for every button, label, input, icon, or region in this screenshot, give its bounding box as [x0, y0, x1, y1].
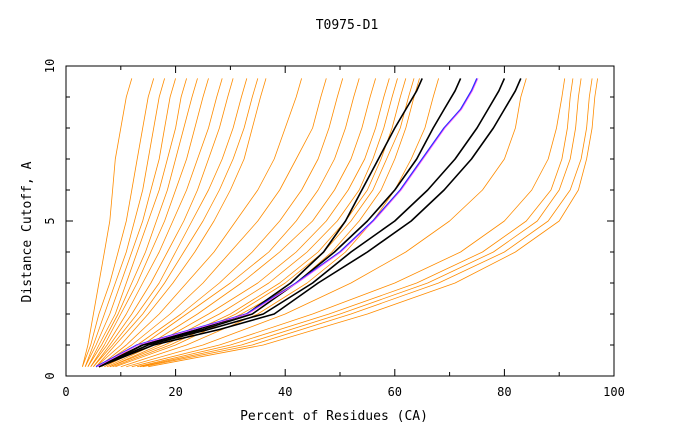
- series-line-orange: [98, 78, 302, 368]
- series-line-highlight: [98, 78, 522, 368]
- series-line-orange: [93, 78, 248, 367]
- series-line-orange: [131, 78, 566, 368]
- series-line-orange: [95, 78, 259, 367]
- y-tick-label: 5: [43, 217, 57, 224]
- series-line-orange: [104, 78, 376, 368]
- series-line-orange: [106, 78, 390, 368]
- series-line-highlight: [98, 78, 506, 368]
- x-tick-label: 40: [278, 385, 292, 399]
- series-line-orange: [82, 78, 155, 367]
- x-tick-label: 0: [62, 385, 69, 399]
- series-line-orange: [139, 78, 582, 368]
- series-line-highlight: [98, 78, 462, 368]
- series-line-highlight: [98, 78, 423, 368]
- series-line-orange: [93, 78, 234, 367]
- y-axis-label: Distance Cutoff, A: [20, 161, 35, 302]
- chart-title: T0975-D1: [316, 18, 379, 33]
- series-line-orange: [87, 78, 198, 367]
- series-line-orange: [109, 78, 407, 368]
- series-line-orange: [120, 78, 439, 368]
- series-line-orange: [148, 78, 598, 368]
- series-line-orange: [82, 78, 133, 367]
- y-tick-label: 10: [43, 59, 57, 73]
- x-axis-label: Percent of Residues (CA): [240, 409, 428, 424]
- series-line-orange: [84, 78, 165, 367]
- series-line-orange: [90, 78, 223, 367]
- series-line-orange: [137, 78, 574, 368]
- series-line-orange: [109, 78, 398, 368]
- x-tick-label: 80: [497, 385, 511, 399]
- series-line-orange: [90, 78, 209, 367]
- series-line-orange: [104, 78, 360, 368]
- series-line-orange: [87, 78, 187, 367]
- series-line-orange: [126, 78, 527, 368]
- series-line-orange: [98, 78, 327, 368]
- series-layer: [82, 78, 598, 368]
- series-line-orange: [142, 78, 593, 368]
- x-tick-label: 20: [168, 385, 182, 399]
- series-line-orange: [84, 78, 176, 367]
- x-tick-label: 100: [603, 385, 625, 399]
- x-tick-label: 60: [388, 385, 402, 399]
- y-tick-label: 0: [43, 372, 57, 379]
- series-line-reference-overlay: [96, 78, 479, 368]
- series-line-reference: [95, 78, 478, 368]
- series-line-orange: [95, 78, 267, 368]
- axes-layer: 0 20 40 60 80 100 0 5 10: [43, 59, 625, 399]
- series-line-orange: [115, 78, 420, 368]
- series-line-orange: [101, 78, 344, 368]
